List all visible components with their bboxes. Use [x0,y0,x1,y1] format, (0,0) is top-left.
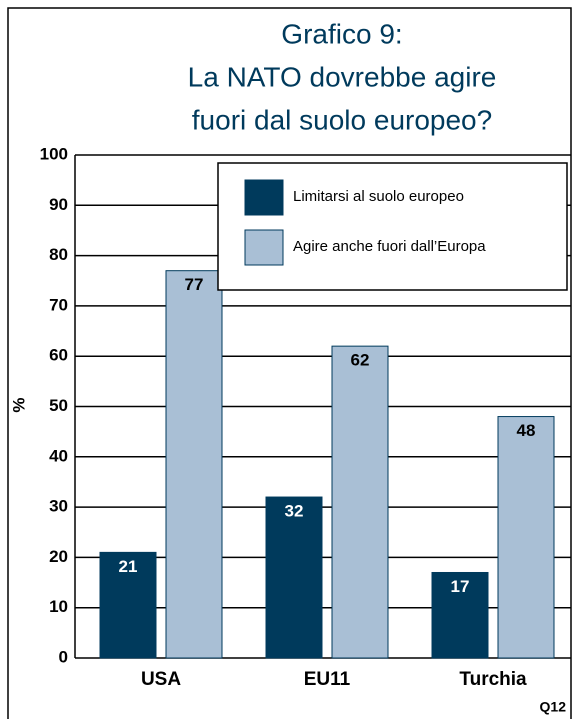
y-tick-label: 40 [49,446,68,465]
bar [497,416,555,659]
frame [7,7,572,719]
legend-swatch [244,179,284,216]
x-tick-label: USA [141,669,181,690]
bar [331,345,389,659]
x-tick-label: EU11 [304,669,351,690]
note: Q12 [540,699,567,715]
y-tick-label: 90 [49,195,68,214]
y-tick-label: 20 [49,547,68,566]
data-label: 21 [119,557,138,576]
data-label: 62 [351,351,370,370]
chart-title: La NATO dovrebbe agire [188,61,497,92]
y-axis-label: % [9,397,28,412]
chart-title: Grafico 9: [281,18,402,49]
bar [165,270,223,659]
y-tick-label: 0 [59,647,68,666]
data-label: 17 [451,577,470,596]
y-tick-label: 80 [49,245,68,264]
y-tick-label: 70 [49,295,68,314]
y-tick-label: 60 [49,346,68,365]
y-tick-label: 50 [49,396,68,415]
legend-label: Limitarsi al suolo europeo [293,188,464,205]
y-tick-label: 100 [40,144,68,163]
bar [265,496,323,659]
y-tick-label: 10 [49,597,68,616]
y-tick-label: 30 [49,497,68,516]
x-tick-label: Turchia [459,669,527,690]
chart-title: fuori dal suolo europeo? [192,104,492,135]
bar [99,551,157,659]
legend-label: Agire anche fuori dall’Europa [293,238,486,255]
data-label: 77 [185,275,204,294]
data-label: 48 [517,421,536,440]
bar [431,571,489,659]
legend-swatch [244,229,284,266]
data-label: 32 [285,502,304,521]
